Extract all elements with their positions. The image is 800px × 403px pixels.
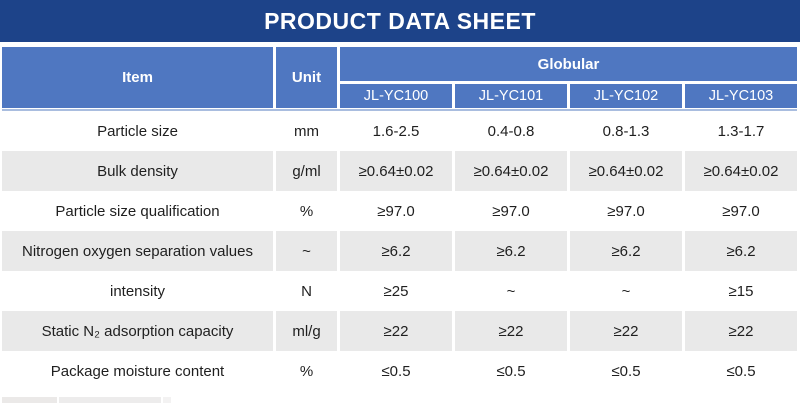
row-value: ≥97.0 xyxy=(455,191,567,231)
artifact-segment xyxy=(163,397,171,403)
row-value: ≥15 xyxy=(685,271,797,311)
row-label: intensity xyxy=(2,271,273,311)
row-value: ≤0.5 xyxy=(570,351,682,391)
row-value: 1.6-2.5 xyxy=(340,111,452,151)
row-value: ≥97.0 xyxy=(570,191,682,231)
row-value: 1.3-1.7 xyxy=(685,111,797,151)
row-value: 0.8-1.3 xyxy=(570,111,682,151)
row-value: ≥97.0 xyxy=(340,191,452,231)
row-value: ≥22 xyxy=(570,311,682,351)
col-header-model-jl-yc103: JL-YC103 xyxy=(685,84,797,108)
row-value: ≥0.64±0.02 xyxy=(340,151,452,191)
table-row-nitrogen-oxygen-separation: Nitrogen oxygen separation values ~ ≥6.2… xyxy=(2,231,797,271)
table-row-static-n2-adsorption: Static N₂ adsorption capacity ml/g ≥22 ≥… xyxy=(2,311,797,351)
row-label: Particle size qualification xyxy=(2,191,273,231)
row-value: ≥25 xyxy=(340,271,452,311)
col-header-globular: Globular xyxy=(340,47,797,81)
row-unit: % xyxy=(276,191,337,231)
row-value: ≥0.64±0.02 xyxy=(455,151,567,191)
row-label: Nitrogen oxygen separation values xyxy=(2,231,273,271)
table-header: Item Unit Globular JL-YC100 JL-YC101 JL-… xyxy=(2,47,797,108)
row-value: ~ xyxy=(455,271,567,311)
row-value: ~ xyxy=(570,271,682,311)
artifact-segment xyxy=(59,397,161,403)
table-row-bulk-density: Bulk density g/ml ≥0.64±0.02 ≥0.64±0.02 … xyxy=(2,151,797,191)
table-row-package-moisture-content: Package moisture content % ≤0.5 ≤0.5 ≤0.… xyxy=(2,351,797,391)
row-unit: ~ xyxy=(276,231,337,271)
row-value: ≥97.0 xyxy=(685,191,797,231)
row-value: ≥22 xyxy=(340,311,452,351)
row-value: ≤0.5 xyxy=(340,351,452,391)
row-unit: mm xyxy=(276,111,337,151)
col-header-model-jl-yc101: JL-YC101 xyxy=(455,84,567,108)
row-value: ≥6.2 xyxy=(340,231,452,271)
row-unit: ml/g xyxy=(276,311,337,351)
row-label: Package moisture content xyxy=(2,351,273,391)
col-header-model-jl-yc100: JL-YC100 xyxy=(340,84,452,108)
row-unit: N xyxy=(276,271,337,311)
row-value: ≤0.5 xyxy=(455,351,567,391)
col-header-model-jl-yc102: JL-YC102 xyxy=(570,84,682,108)
page-title: PRODUCT DATA SHEET xyxy=(264,7,536,34)
row-value: ≥6.2 xyxy=(570,231,682,271)
col-header-unit: Unit xyxy=(276,47,337,108)
row-value: ≤0.5 xyxy=(685,351,797,391)
product-data-table: Item Unit Globular JL-YC100 JL-YC101 JL-… xyxy=(2,47,797,403)
col-header-item: Item xyxy=(2,47,273,108)
title-bar: PRODUCT DATA SHEET xyxy=(0,0,800,42)
row-value: ≥22 xyxy=(685,311,797,351)
header-divider xyxy=(2,109,797,111)
row-value: ≥22 xyxy=(455,311,567,351)
table-row-particle-size: Particle size mm 1.6-2.5 0.4-0.8 0.8-1.3… xyxy=(2,111,797,151)
row-label: Bulk density xyxy=(2,151,273,191)
cropped-content-artifact xyxy=(2,397,797,403)
table-row-intensity: intensity N ≥25 ~ ~ ≥15 xyxy=(2,271,797,311)
row-value: ≥6.2 xyxy=(455,231,567,271)
artifact-segment xyxy=(2,397,57,403)
row-value: ≥0.64±0.02 xyxy=(685,151,797,191)
row-value: ≥6.2 xyxy=(685,231,797,271)
row-label: Particle size xyxy=(2,111,273,151)
row-unit: g/ml xyxy=(276,151,337,191)
table-row-particle-size-qualification: Particle size qualification % ≥97.0 ≥97.… xyxy=(2,191,797,231)
row-label: Static N₂ adsorption capacity xyxy=(2,311,273,351)
row-unit: % xyxy=(276,351,337,391)
row-value: ≥0.64±0.02 xyxy=(570,151,682,191)
row-value: 0.4-0.8 xyxy=(455,111,567,151)
